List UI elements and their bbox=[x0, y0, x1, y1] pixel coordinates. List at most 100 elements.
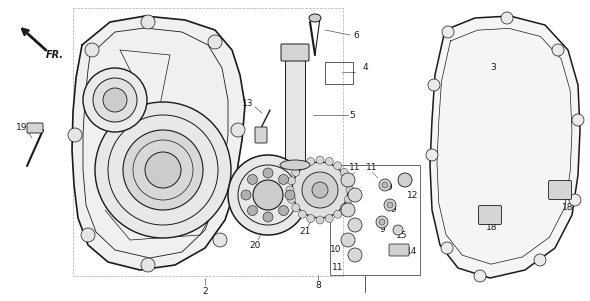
Circle shape bbox=[387, 202, 393, 208]
Text: 15: 15 bbox=[396, 231, 408, 240]
Circle shape bbox=[340, 168, 348, 176]
Text: 16: 16 bbox=[94, 83, 106, 92]
Circle shape bbox=[376, 216, 388, 228]
Circle shape bbox=[333, 162, 342, 170]
FancyBboxPatch shape bbox=[285, 55, 305, 165]
Circle shape bbox=[278, 206, 289, 216]
Circle shape bbox=[85, 43, 99, 57]
Circle shape bbox=[253, 180, 283, 210]
Text: 19: 19 bbox=[17, 123, 28, 132]
Circle shape bbox=[348, 188, 362, 202]
Circle shape bbox=[572, 114, 584, 126]
Text: 11: 11 bbox=[349, 163, 360, 172]
Circle shape bbox=[393, 225, 403, 235]
Circle shape bbox=[552, 44, 564, 56]
Circle shape bbox=[278, 175, 289, 185]
Circle shape bbox=[307, 215, 314, 222]
Circle shape bbox=[93, 78, 137, 122]
Circle shape bbox=[247, 206, 257, 216]
Text: 14: 14 bbox=[407, 247, 418, 256]
Circle shape bbox=[341, 203, 355, 217]
Circle shape bbox=[325, 215, 333, 222]
Circle shape bbox=[341, 173, 355, 187]
Circle shape bbox=[123, 130, 203, 210]
Circle shape bbox=[312, 182, 328, 198]
Text: 4: 4 bbox=[362, 63, 368, 72]
Circle shape bbox=[213, 233, 227, 247]
Circle shape bbox=[231, 123, 245, 137]
Circle shape bbox=[348, 218, 362, 232]
Circle shape bbox=[379, 179, 391, 191]
Circle shape bbox=[247, 175, 257, 185]
Circle shape bbox=[263, 168, 273, 178]
Circle shape bbox=[384, 199, 396, 211]
Circle shape bbox=[145, 152, 181, 188]
Circle shape bbox=[287, 177, 296, 185]
Circle shape bbox=[346, 186, 354, 194]
Circle shape bbox=[428, 79, 440, 91]
Text: 12: 12 bbox=[407, 191, 419, 200]
Text: 8: 8 bbox=[315, 281, 321, 290]
Ellipse shape bbox=[309, 14, 321, 22]
Bar bbox=[325, 62, 353, 84]
Circle shape bbox=[340, 204, 348, 212]
Circle shape bbox=[141, 15, 155, 29]
Polygon shape bbox=[430, 16, 580, 278]
Text: 3: 3 bbox=[490, 63, 496, 72]
Circle shape bbox=[441, 242, 453, 254]
Circle shape bbox=[345, 177, 353, 185]
Circle shape bbox=[307, 157, 314, 166]
FancyBboxPatch shape bbox=[549, 181, 572, 200]
Circle shape bbox=[228, 155, 308, 235]
Text: 9: 9 bbox=[386, 184, 392, 193]
Circle shape bbox=[263, 212, 273, 222]
FancyBboxPatch shape bbox=[27, 123, 43, 133]
Circle shape bbox=[286, 186, 294, 194]
Circle shape bbox=[333, 210, 342, 218]
Circle shape bbox=[382, 182, 388, 188]
Text: 18: 18 bbox=[562, 203, 573, 213]
Circle shape bbox=[81, 228, 95, 242]
Text: 10: 10 bbox=[330, 246, 342, 255]
FancyBboxPatch shape bbox=[281, 44, 309, 61]
Bar bbox=[73, 8, 343, 276]
Circle shape bbox=[291, 204, 300, 212]
FancyBboxPatch shape bbox=[255, 127, 267, 143]
Circle shape bbox=[316, 156, 324, 164]
Text: 11: 11 bbox=[366, 163, 378, 172]
Circle shape bbox=[534, 254, 546, 266]
Circle shape bbox=[95, 102, 231, 238]
Text: 18: 18 bbox=[486, 224, 498, 232]
Circle shape bbox=[348, 248, 362, 262]
Circle shape bbox=[299, 162, 306, 170]
Circle shape bbox=[325, 157, 333, 166]
Circle shape bbox=[292, 162, 348, 218]
Circle shape bbox=[501, 12, 513, 24]
Circle shape bbox=[302, 172, 338, 208]
Ellipse shape bbox=[280, 160, 310, 170]
Ellipse shape bbox=[282, 45, 308, 59]
Circle shape bbox=[287, 195, 296, 203]
Circle shape bbox=[141, 258, 155, 272]
FancyBboxPatch shape bbox=[389, 244, 409, 256]
FancyBboxPatch shape bbox=[478, 206, 501, 225]
Circle shape bbox=[345, 195, 353, 203]
Text: 20: 20 bbox=[250, 240, 261, 250]
Text: 5: 5 bbox=[349, 110, 355, 119]
Circle shape bbox=[316, 216, 324, 224]
Circle shape bbox=[398, 173, 412, 187]
Text: FR.: FR. bbox=[46, 50, 64, 60]
Text: 9: 9 bbox=[390, 206, 396, 215]
Circle shape bbox=[442, 26, 454, 38]
Text: 11: 11 bbox=[332, 263, 344, 272]
Text: 7: 7 bbox=[327, 184, 333, 193]
Bar bbox=[330, 165, 420, 275]
Circle shape bbox=[474, 270, 486, 282]
Text: 13: 13 bbox=[242, 98, 254, 107]
Circle shape bbox=[569, 194, 581, 206]
Circle shape bbox=[299, 210, 306, 218]
Text: 6: 6 bbox=[353, 30, 359, 39]
Circle shape bbox=[208, 35, 222, 49]
Text: 9: 9 bbox=[379, 225, 385, 234]
Circle shape bbox=[426, 149, 438, 161]
